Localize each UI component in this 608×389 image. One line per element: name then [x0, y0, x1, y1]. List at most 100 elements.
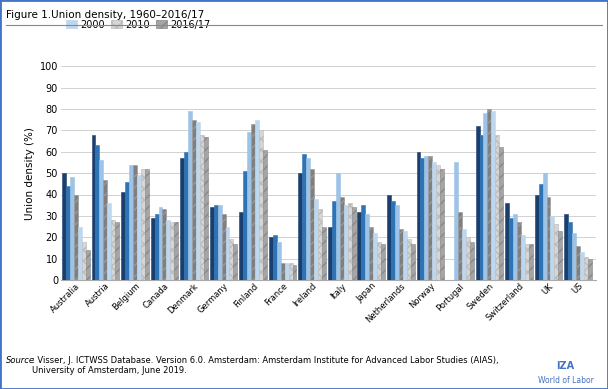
Text: IZA: IZA — [556, 361, 575, 371]
Bar — [299, 173, 302, 280]
Bar — [432, 163, 437, 280]
Bar — [243, 171, 247, 280]
Bar — [137, 175, 141, 280]
Bar — [340, 197, 344, 280]
Bar — [462, 229, 466, 280]
Bar — [588, 259, 592, 280]
Text: : Visser, J. ICTWSS Database. Version 6.0. Amsterdam: Amsterdam Institute for Ad: : Visser, J. ICTWSS Database. Version 6.… — [32, 356, 498, 375]
Bar — [395, 205, 399, 280]
Bar — [259, 130, 263, 280]
Bar — [550, 216, 554, 280]
Bar — [377, 242, 381, 280]
Bar — [416, 152, 421, 280]
Bar — [525, 244, 529, 280]
Bar — [111, 220, 116, 280]
Bar — [306, 158, 310, 280]
Bar — [407, 239, 410, 280]
Bar — [74, 194, 78, 280]
Bar — [521, 235, 525, 280]
Bar — [391, 201, 395, 280]
Bar — [162, 209, 167, 280]
Bar — [81, 242, 86, 280]
Text: Figure 1.Union density, 1960–2016/17: Figure 1.Union density, 1960–2016/17 — [6, 10, 204, 20]
Bar — [402, 231, 407, 280]
Bar — [509, 218, 513, 280]
Bar — [180, 158, 184, 280]
Bar — [314, 199, 318, 280]
Bar — [470, 242, 474, 280]
Bar — [344, 205, 348, 280]
Bar — [78, 226, 81, 280]
Bar — [103, 180, 108, 280]
Bar — [233, 244, 237, 280]
Bar — [213, 205, 218, 280]
Bar — [200, 135, 204, 280]
Bar — [310, 169, 314, 280]
Bar — [539, 184, 542, 280]
Bar — [66, 186, 70, 280]
Bar — [365, 214, 369, 280]
Bar — [121, 193, 125, 280]
Bar — [576, 246, 580, 280]
Bar — [488, 109, 491, 280]
Bar — [351, 207, 356, 280]
Bar — [480, 135, 483, 280]
Bar — [399, 229, 402, 280]
Bar — [564, 214, 568, 280]
Bar — [373, 233, 377, 280]
Bar — [269, 237, 273, 280]
Bar — [458, 212, 462, 280]
Bar — [255, 119, 259, 280]
Bar — [584, 257, 588, 280]
Text: Source: Source — [6, 356, 35, 365]
Bar — [129, 165, 133, 280]
Bar — [167, 220, 170, 280]
Bar — [440, 169, 444, 280]
Bar — [387, 194, 391, 280]
Bar — [133, 165, 137, 280]
Bar — [273, 235, 277, 280]
Bar — [429, 156, 432, 280]
Bar — [192, 119, 196, 280]
Bar — [145, 169, 149, 280]
Bar — [542, 173, 547, 280]
Bar — [239, 212, 243, 280]
Bar — [322, 226, 326, 280]
Bar — [221, 214, 226, 280]
Bar — [328, 226, 332, 280]
Bar — [247, 132, 251, 280]
Bar — [529, 244, 533, 280]
Bar — [491, 111, 496, 280]
Bar — [159, 207, 162, 280]
Bar — [496, 135, 499, 280]
Bar — [513, 214, 517, 280]
Bar — [174, 222, 178, 280]
Bar — [218, 205, 221, 280]
Bar — [302, 154, 306, 280]
Bar — [289, 263, 292, 280]
Bar — [154, 214, 159, 280]
Bar — [361, 205, 365, 280]
Bar — [277, 242, 281, 280]
Legend: 2000, 2010, 2016/17: 2000, 2010, 2016/17 — [66, 19, 210, 30]
Bar — [263, 149, 267, 280]
Bar — [381, 244, 385, 280]
Bar — [281, 263, 285, 280]
Bar — [348, 203, 351, 280]
Bar — [358, 212, 361, 280]
Bar — [116, 222, 119, 280]
Bar — [580, 252, 584, 280]
Bar — [108, 203, 111, 280]
Bar — [184, 152, 188, 280]
Bar — [424, 156, 429, 280]
Bar — [210, 207, 213, 280]
Bar — [332, 201, 336, 280]
Bar — [251, 124, 255, 280]
Bar — [558, 231, 562, 280]
Bar — [369, 226, 373, 280]
Bar — [483, 113, 488, 280]
Bar — [499, 147, 503, 280]
Bar — [188, 111, 192, 280]
Bar — [292, 265, 297, 280]
Bar — [151, 218, 154, 280]
